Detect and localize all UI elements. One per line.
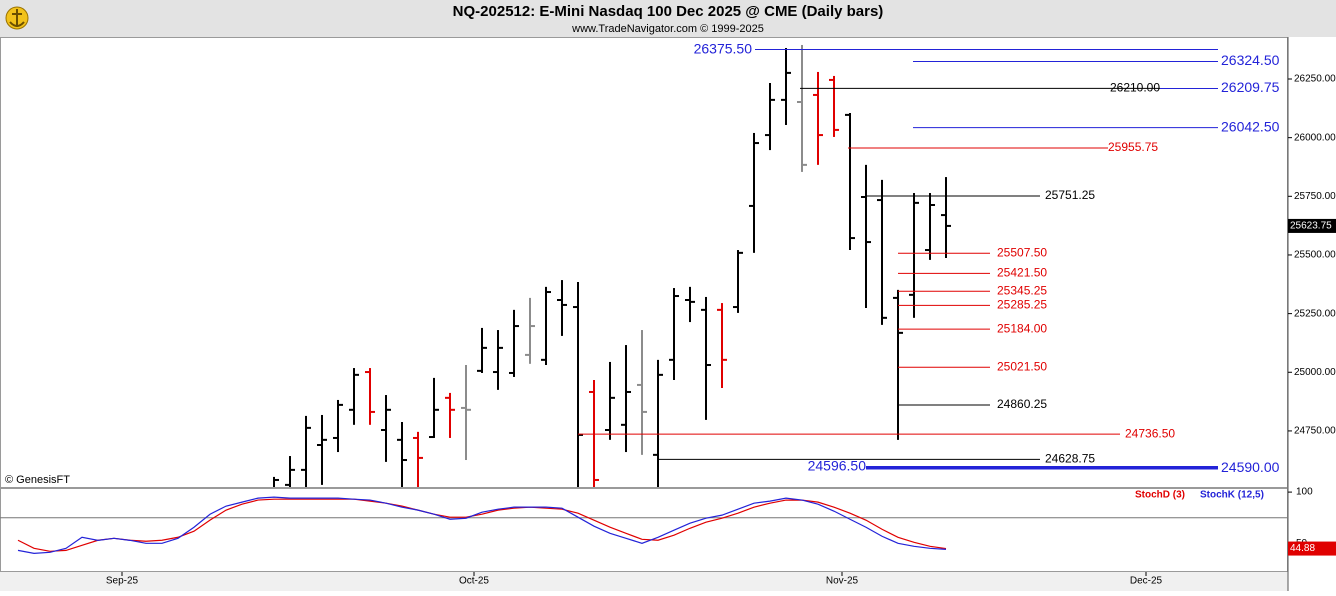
stoch-panel <box>0 488 1288 572</box>
level-label: 25184.00 <box>997 321 1047 335</box>
stoch-lines <box>0 496 1288 554</box>
bars <box>273 44 951 487</box>
level-label: 26042.50 <box>1221 118 1280 134</box>
level-label: 26209.75 <box>1221 79 1280 95</box>
level-label: 25421.50 <box>997 266 1047 280</box>
level-label: 25751.25 <box>1045 188 1095 202</box>
x-tick-label: Dec-25 <box>1130 576 1163 587</box>
legend-entry: StochK (12,5) <box>1200 490 1264 501</box>
level-label: 26375.50 <box>694 40 753 56</box>
chart-subtitle: www.TradeNavigator.com © 1999-2025 <box>571 23 764 35</box>
level-label: 25507.50 <box>997 245 1047 259</box>
header-background <box>0 0 1336 37</box>
level-label: 24596.50 <box>808 458 867 474</box>
level-label: 24628.75 <box>1045 452 1095 466</box>
x-tick-label: Oct-25 <box>459 576 489 587</box>
date-axis <box>0 572 1288 591</box>
last-price-label: 25623.75 <box>1290 221 1332 232</box>
y-tick-label: 25500.00 <box>1294 250 1336 261</box>
watermark: © GenesisFT <box>5 474 70 486</box>
stoch-value-label: 44.88 <box>1290 543 1315 554</box>
y-tick-label: 26250.00 <box>1294 74 1336 85</box>
x-tick-label: Nov-25 <box>826 576 859 587</box>
level-label: 26324.50 <box>1221 52 1280 68</box>
level-label: 24736.50 <box>1125 426 1175 440</box>
y-tick-label: 24750.00 <box>1294 426 1336 437</box>
y-tick-label: 25000.00 <box>1294 367 1336 378</box>
level-label: 24860.25 <box>997 397 1047 411</box>
last-price-box <box>1288 218 1336 233</box>
level-label: 25345.25 <box>997 283 1047 297</box>
y-tick-label: 25750.00 <box>1294 191 1336 202</box>
stoch-tick-label: 100 <box>1296 487 1313 498</box>
level-label: 25955.75 <box>1108 140 1158 154</box>
logo <box>5 6 29 30</box>
stoch-line <box>17 496 947 554</box>
level-label: 25021.50 <box>997 359 1047 373</box>
legend-entry: StochD (3) <box>1135 490 1185 501</box>
price-panel <box>0 37 1288 488</box>
x-tick-label: Sep-25 <box>106 576 139 587</box>
stoch-value-box <box>1288 541 1336 556</box>
y-tick-label: 26000.00 <box>1294 132 1336 143</box>
y-tick-label: 25250.00 <box>1294 308 1336 319</box>
level-label: 25285.25 <box>997 298 1047 312</box>
stoch-line <box>17 498 947 552</box>
level-label: 24590.00 <box>1221 459 1280 475</box>
level-label: 26210.00 <box>1110 81 1160 95</box>
chart-title: NQ-202512: E-Mini Nasdaq 100 Dec 2025 @ … <box>453 3 884 20</box>
